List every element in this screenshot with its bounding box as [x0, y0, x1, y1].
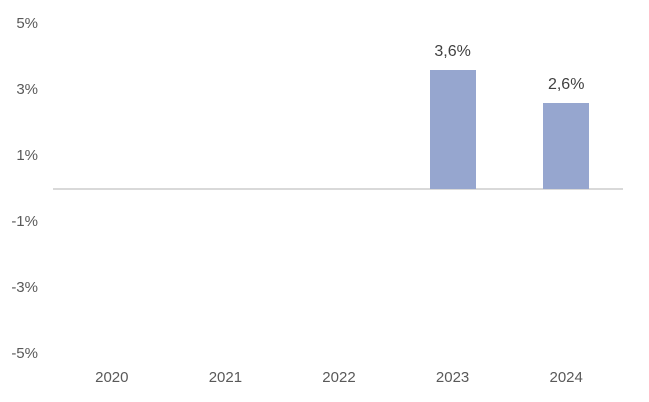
bar-data-label: 2,6%	[547, 76, 585, 94]
bar-data-label: 3,6%	[434, 43, 471, 61]
y-tick-label: 5%	[16, 15, 38, 32]
bar-2024	[543, 103, 590, 189]
zero-axis-line	[53, 188, 623, 190]
bar-2023	[429, 70, 476, 189]
y-tick-label: 3%	[16, 81, 38, 98]
y-tick-label: 1%	[16, 147, 38, 164]
y-tick-label: -1%	[11, 213, 38, 230]
x-tick-label: 2021	[208, 369, 243, 386]
x-tick-label: 2023	[435, 369, 470, 386]
y-tick-label: -3%	[11, 279, 38, 296]
x-tick-label: 2022	[322, 369, 356, 386]
y-tick-label: -5%	[11, 345, 38, 362]
x-tick-label: 2024	[549, 369, 583, 386]
x-tick-label: 2020	[95, 369, 129, 386]
